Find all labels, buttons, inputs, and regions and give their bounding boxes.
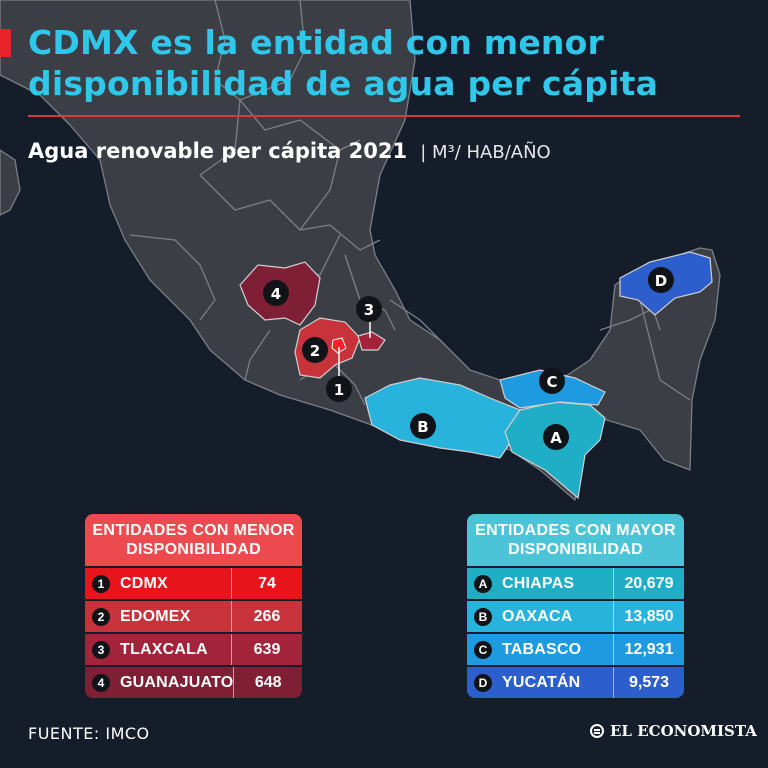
svg-text:C: C: [546, 373, 557, 391]
high-table-header: ENTIDADES CON MAYOR DISPONIBILIDAD: [467, 514, 684, 566]
table-row: 3 TLAXCALA 639: [85, 634, 302, 665]
svg-text:1: 1: [334, 381, 344, 399]
state-value: 648: [233, 667, 302, 698]
table-row: A CHIAPAS 20,679: [467, 568, 684, 599]
brand-logo: EL ECONOMISTA: [590, 722, 757, 740]
table-row: 2 EDOMEX 266: [85, 601, 302, 632]
rank-badge: 2: [92, 607, 110, 626]
rank-badge: D: [474, 673, 492, 692]
marker-d: D: [648, 267, 674, 293]
table-row: B OAXACA 13,850: [467, 601, 684, 632]
svg-text:A: A: [550, 429, 562, 447]
svg-text:B: B: [417, 418, 428, 436]
state-name: OAXACA: [502, 607, 573, 625]
state-name: YUCATÁN: [502, 673, 581, 691]
high-availability-table: ENTIDADES CON MAYOR DISPONIBILIDAD A CHIA…: [467, 514, 684, 698]
rank-badge: 1: [92, 574, 110, 593]
units-label: | M³/ HAB/AÑO: [420, 142, 551, 163]
title-accent-bar: [0, 29, 11, 57]
brand-icon: [590, 724, 604, 738]
state-value: 266: [231, 601, 302, 632]
state-name: CDMX: [120, 574, 168, 592]
state-value: 20,679: [613, 568, 684, 599]
state-name: EDOMEX: [120, 607, 191, 625]
baja-california: [0, 149, 21, 216]
marker-4: 4: [263, 280, 289, 306]
table-row: D YUCATÁN 9,573: [467, 667, 684, 698]
svg-text:3: 3: [364, 301, 374, 319]
marker-b: B: [410, 413, 436, 439]
state-value: 9,573: [613, 667, 684, 698]
marker-2: 2: [302, 337, 328, 363]
marker-c: C: [539, 368, 565, 394]
low-table-header: ENTIDADES CON MENOR DISPONIBILIDAD: [85, 514, 302, 566]
table-row: C TABASCO 12,931: [467, 634, 684, 665]
state-name: GUANAJUATO: [120, 673, 234, 691]
state-value: 639: [231, 634, 302, 665]
page-title: CDMX es la entidad con menor disponibili…: [28, 23, 659, 103]
svg-text:D: D: [655, 272, 667, 290]
state-name: TABASCO: [502, 640, 582, 658]
marker-1: 1: [326, 376, 352, 402]
state-cdmx: [331, 337, 347, 354]
brand-name: EL ECONOMISTA: [610, 722, 757, 740]
marker-3: 3: [356, 296, 382, 322]
table-row: 4 GUANAJUATO 648: [85, 667, 302, 698]
state-value: 13,850: [613, 601, 684, 632]
low-table-rows: 1 CDMX 74 2 EDOMEX 266 3 TLAXCALA 639 4 GUANAJUATO…: [85, 568, 302, 698]
marker-a: A: [543, 424, 569, 450]
rank-badge: C: [474, 640, 492, 659]
low-availability-table: ENTIDADES CON MENOR DISPONIBILIDAD 1 CDMX…: [85, 514, 302, 698]
rank-badge: B: [474, 607, 492, 626]
high-table-rows: A CHIAPAS 20,679 B OAXACA 13,850 C TABASCO 12,93…: [467, 568, 684, 698]
title-divider: [28, 115, 740, 117]
table-row: 1 CDMX 74: [85, 568, 302, 599]
state-value: 74: [231, 568, 302, 599]
rank-badge: 3: [92, 640, 110, 659]
state-name: CHIAPAS: [502, 574, 575, 592]
subtitle-text: Agua renovable per cápita 2021: [28, 139, 408, 163]
rank-badge: 4: [92, 673, 110, 692]
svg-text:2: 2: [310, 342, 320, 360]
svg-text:4: 4: [271, 285, 281, 303]
state-value: 12,931: [613, 634, 684, 665]
source-credit: FUENTE: IMCO: [28, 724, 150, 743]
state-name: TLAXCALA: [120, 640, 208, 658]
rank-badge: A: [474, 574, 492, 593]
subtitle: Agua renovable per cápita 2021 | M³/ HAB…: [28, 139, 551, 163]
